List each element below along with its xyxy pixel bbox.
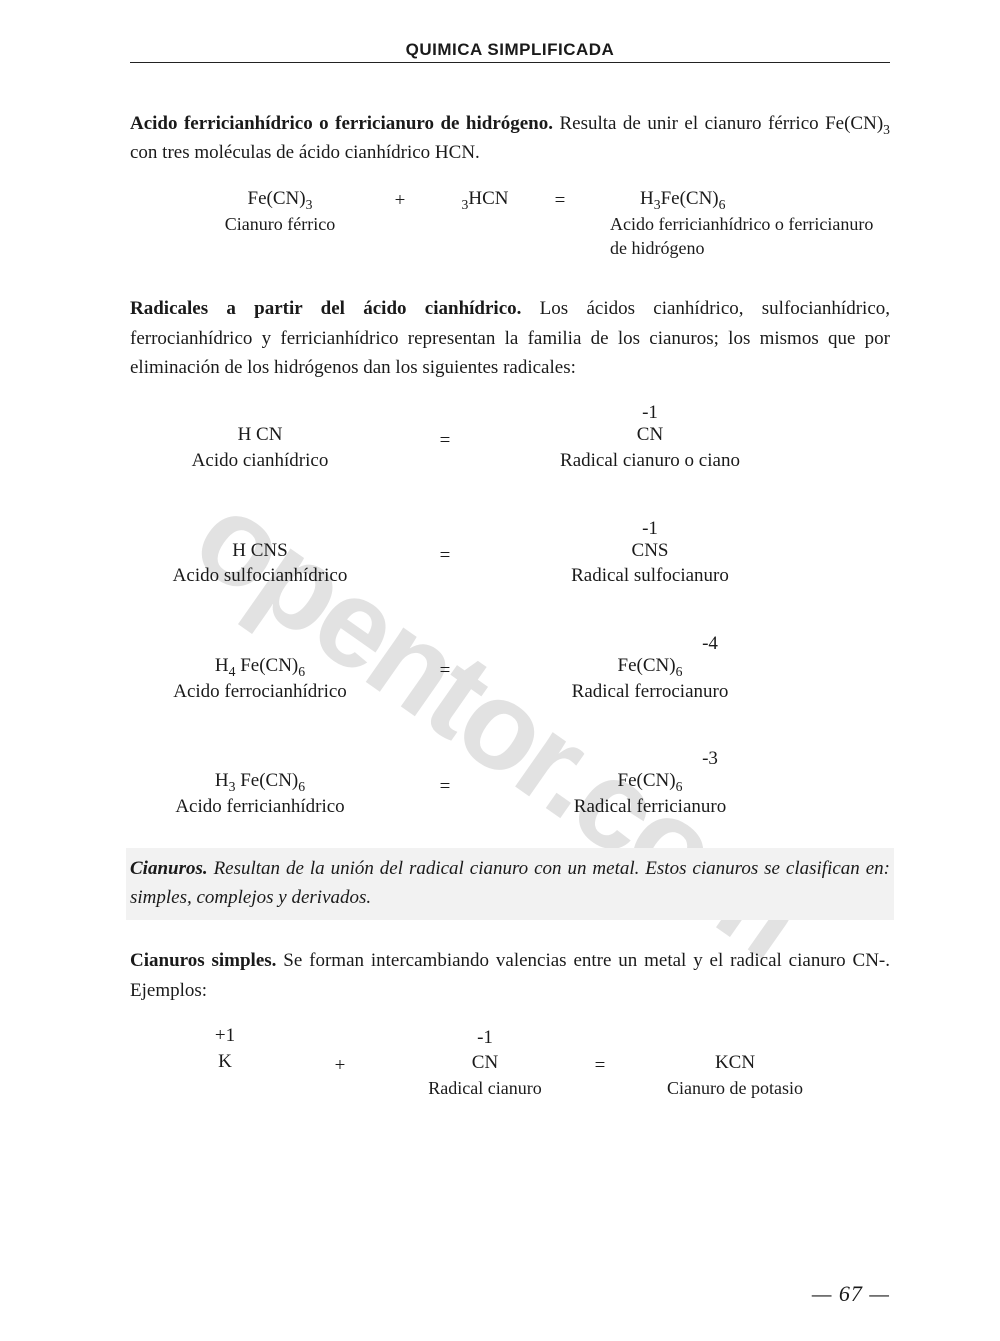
r3-ls2: 6 [298,664,305,679]
r2-eq: = [390,545,500,589]
r2-right-desc: Radical sulfocianuro [500,563,800,589]
eq1-right-desc: Acido ferricianhídrico o ferricianuro de… [610,212,890,261]
r2-left-desc: Acido sulfocianhídrico [130,563,390,589]
p1-sub: 3 [883,122,890,137]
r4-right-desc: Radical ferricianuro [500,794,800,820]
r2-left-formula: H CNS [130,538,390,564]
eq1-mid-formula: 3HCN [430,186,540,212]
eq1-right-formula: H3Fe(CN)6 [610,186,890,212]
para-radicales: Radicales a partir del ácido cianhídrico… [130,294,890,382]
r1-charge: -1 [500,402,800,424]
radical-row-4: H3 Fe(CN)6 Acido ferricianhídrico = -3 F… [130,748,890,819]
p3-lead: Cianuros. [130,858,208,879]
r3-lm: Fe(CN) [235,655,298,676]
r1-eq: = [390,430,500,474]
r3-right-formula: Fe(CN)6 [500,653,800,679]
eq2-right-desc: Cianuro de potasio [630,1076,840,1100]
eq1-left-desc: Cianuro férrico [190,212,370,236]
r2-right-formula: CNS [500,538,800,564]
r4-left-desc: Acido ferricianhídrico [130,794,390,820]
eq2-mid: CN [400,1050,570,1076]
r3-left-formula: H4 Fe(CN)6 [130,653,390,679]
p3-rest: Resultan de la unión del radical cianuro… [130,858,890,908]
r3-right-desc: Radical ferrocianuro [500,679,800,705]
r2-charge: -1 [500,518,800,540]
r4-eq: = [390,776,500,820]
eq1-rb: Fe(CN) [661,188,719,209]
r3-charge: -4 [500,633,800,655]
r4-rm: Fe(CN) [618,770,676,791]
para-cianuros-simples: Cianuros simples. Se forman intercambian… [130,946,890,1005]
eq1-mid-f: HCN [468,188,508,209]
equation-ferricianhidrico: Fe(CN)3 Cianuro férrico + 3HCN = H3Fe(CN… [130,186,890,260]
r1-right-desc: Radical cianuro o ciano [500,448,800,474]
r3-rm: Fe(CN) [618,655,676,676]
r3-left-desc: Acido ferrocianhídrico [130,679,390,705]
r3-rs: 6 [676,664,683,679]
page-header: QUIMICA SIMPLIFICADA [130,40,890,62]
r4-lp: H [215,770,229,791]
eq2-equals: = [570,1053,630,1101]
eq1-equals: = [540,186,580,214]
radical-row-2: H CNS Acido sulfocianhídrico = -1 CNS Ra… [130,518,890,589]
r4-charge: -3 [500,748,800,770]
radicals-table: H CN Acido cianhídrico = -1 CN Radical c… [130,402,890,819]
eq1-rs1: 3 [654,197,661,212]
cianuros-definition: Cianuros. Resultan de la unión del radic… [126,848,894,921]
eq2-left-charge: +1 [170,1023,280,1049]
eq1-left-a: Fe(CN) [248,188,306,209]
eq1-left-sub: 3 [306,197,313,212]
p1-rest2: con tres moléculas de ácido cianhídrico … [130,142,480,163]
r1-left-formula: H CN [130,422,390,448]
eq2-left: K [170,1049,280,1075]
eq2-mid-charge: -1 [400,1025,570,1051]
equation-kcn: +1 K + -1 CN Radical cianuro = KCN Cianu… [130,1023,890,1100]
r3-lp: H [215,655,229,676]
r4-lm: Fe(CN) [235,770,298,791]
r1-right-formula: CN [500,422,800,448]
p4-lead: Cianuros simples. [130,950,276,971]
eq2-mid-desc: Radical cianuro [400,1076,570,1100]
r4-rs: 6 [676,779,683,794]
eq1-rs2: 6 [719,197,726,212]
header-rule [130,62,890,63]
p1-rest: Resulta de unir el cianuro férrico Fe(CN… [553,113,883,134]
para-acido-ferricianhidrico: Acido ferricianhídrico o ferricianuro de… [130,109,890,168]
radical-row-3: H4 Fe(CN)6 Acido ferrocianhídrico = -4 F… [130,633,890,704]
r4-ls2: 6 [298,779,305,794]
eq1-plus: + [370,186,430,214]
eq2-plus: + [280,1053,400,1101]
r1-left-desc: Acido cianhídrico [130,448,390,474]
r4-left-formula: H3 Fe(CN)6 [130,768,390,794]
eq1-left-formula: Fe(CN)3 [190,186,370,212]
p1-lead: Acido ferricianhídrico o ferricianuro de… [130,113,553,134]
radical-row-1: H CN Acido cianhídrico = -1 CN Radical c… [130,402,890,473]
page-number: — 67 — [812,1281,890,1307]
p2-lead: Radicales a partir del ácido cianhídrico… [130,298,521,319]
eq1-ra: H [640,188,654,209]
r3-eq: = [390,660,500,704]
r4-right-formula: Fe(CN)6 [500,768,800,794]
eq2-right: KCN [630,1050,840,1076]
